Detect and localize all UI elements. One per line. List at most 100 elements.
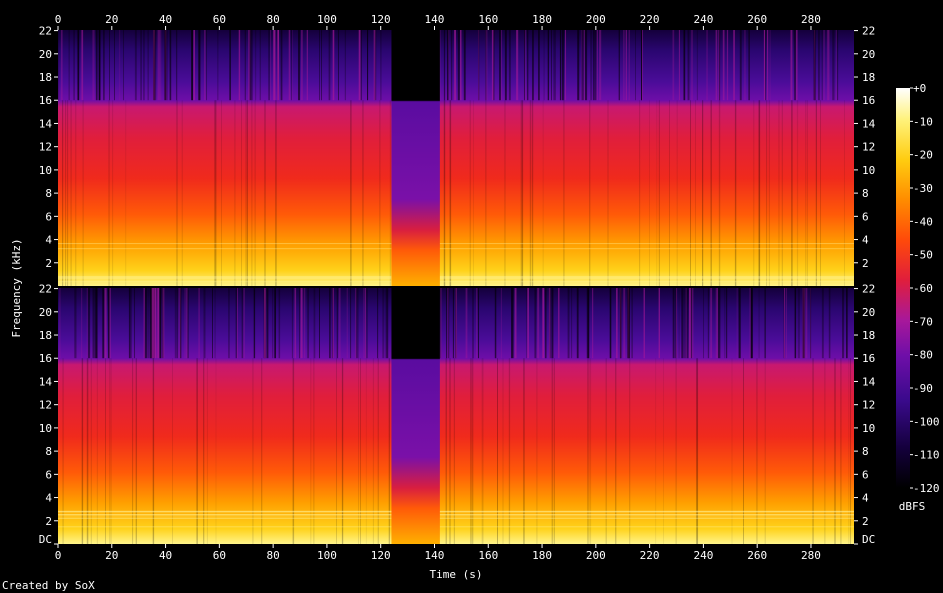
spectral-streak: [362, 100, 364, 286]
spectral-streak: [181, 100, 183, 286]
spectral-streak: [164, 30, 167, 101]
spectral-streak: [844, 100, 845, 286]
spectral-streak: [834, 358, 836, 544]
spectral-streak: [585, 30, 588, 101]
spectral-streak: [95, 288, 98, 359]
spectral-streak: [478, 30, 480, 101]
spectral-streak: [455, 288, 457, 359]
spectral-streak: [802, 288, 805, 359]
spectral-streak: [672, 30, 675, 101]
spectral-streak: [59, 288, 61, 359]
spectral-streak: [253, 288, 256, 359]
spectral-streak: [328, 30, 331, 101]
spectral-streak: [582, 30, 585, 101]
spectral-streak: [68, 30, 70, 101]
x-tick-label: 140: [425, 13, 445, 26]
spectral-streak: [229, 30, 231, 101]
spectral-streak: [119, 30, 121, 101]
spectral-streak: [235, 288, 237, 359]
spectral-streak: [215, 358, 217, 544]
spectral-streak: [588, 288, 590, 359]
spectral-streak: [676, 100, 678, 286]
spectral-streak: [532, 100, 534, 286]
y-tick-label: 20: [39, 48, 52, 61]
spectral-streak: [172, 358, 173, 544]
spectral-streak: [241, 100, 242, 286]
colorbar-label: dBFS: [899, 500, 926, 513]
spectral-streak: [848, 358, 849, 544]
y-tick-label: 18: [39, 71, 52, 84]
spectral-streak: [767, 30, 769, 101]
spectral-streak: [191, 30, 193, 101]
spectral-streak: [350, 100, 352, 286]
spectral-streak: [102, 288, 105, 359]
y-tick-label: 22: [862, 283, 875, 296]
spectral-streak: [702, 100, 704, 286]
spectral-streak: [377, 358, 379, 544]
spectral-streak: [92, 30, 95, 101]
spectral-streak: [313, 288, 316, 359]
spectral-streak: [270, 30, 271, 101]
spectral-streak: [306, 30, 308, 101]
colorbar-tick-label: -40: [913, 215, 933, 228]
spectral-streak: [134, 288, 135, 359]
spectral-streak: [807, 100, 808, 286]
spectral-streak: [625, 30, 627, 101]
colorbar: +0 -10 -20 -30 -40 -50 -60 -70 -80 -90 -100 -110 -12…: [896, 82, 940, 513]
y-tick-label: 14: [862, 375, 876, 388]
spectral-streak: [686, 288, 689, 359]
spectral-streak: [635, 30, 636, 101]
x-tick-label: 40: [159, 549, 172, 562]
spectral-streak: [733, 30, 735, 101]
spectral-streak: [443, 30, 446, 101]
spectral-streak: [74, 288, 77, 359]
spectral-streak: [527, 288, 529, 359]
spectral-streak: [768, 100, 770, 286]
spectral-streak: [144, 288, 147, 359]
channel-1-quiet-section: [391, 30, 440, 286]
spectral-streak: [214, 100, 215, 286]
spectral-streak: [756, 358, 758, 544]
spectral-streak: [277, 30, 279, 101]
spectral-streak: [715, 30, 717, 101]
x-axis-bottom-ticks: 0 20 40 60 80 100 120 140 160 180 200 220 240 260 280: [55, 544, 821, 562]
colorbar-tick-label: -70: [913, 315, 933, 328]
spectral-streak: [360, 30, 362, 101]
y-tick-label: 14: [39, 117, 53, 130]
spectral-streak: [567, 288, 570, 359]
y-tick-label: 22: [39, 25, 52, 38]
spectral-streak: [196, 358, 198, 544]
harmonic-band: [58, 517, 854, 519]
spectral-streak: [736, 288, 738, 359]
y-tick-label: 8: [45, 445, 52, 458]
spectral-streak: [204, 30, 206, 101]
spectral-streak: [357, 288, 359, 359]
spectral-streak: [65, 100, 67, 286]
y-tick-label: 8: [45, 187, 52, 200]
x-tick-label: 120: [371, 13, 391, 26]
spectral-streak: [379, 100, 381, 286]
y-axis-label: Frequency (kHz): [10, 238, 23, 337]
colorbar-tick-label: -10: [913, 115, 933, 128]
y-tick-label: 22: [862, 25, 875, 38]
spectral-streak: [685, 288, 687, 359]
x-tick-label: 280: [801, 549, 821, 562]
spectral-streak: [469, 100, 471, 286]
spectral-streak: [389, 100, 391, 286]
spectral-streak: [643, 288, 645, 359]
spectral-streak: [336, 358, 337, 544]
spectral-streak: [385, 288, 387, 359]
x-tick-label: 260: [747, 13, 767, 26]
spectral-streak: [439, 288, 442, 359]
spectral-streak: [497, 358, 498, 544]
spectral-streak: [92, 288, 95, 359]
spectral-streak: [81, 30, 84, 101]
spectral-streak: [266, 288, 269, 359]
spectral-streak: [578, 30, 580, 101]
spectral-streak: [561, 30, 564, 101]
spectral-streak: [639, 100, 641, 286]
spectral-streak: [691, 288, 694, 359]
spectral-streak: [500, 288, 502, 359]
spectral-streak: [447, 288, 450, 359]
